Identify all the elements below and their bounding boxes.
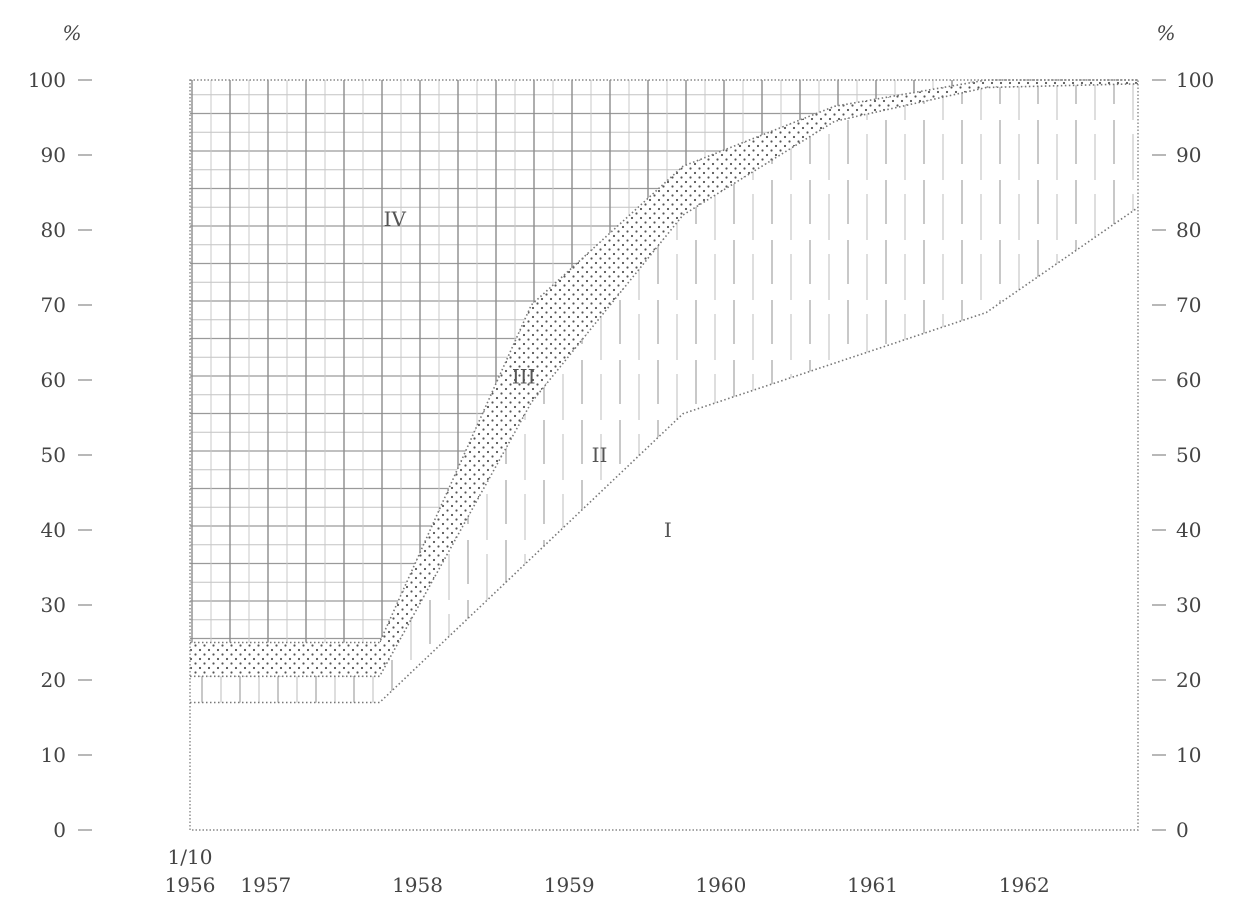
y-tick-label: 100 bbox=[1176, 68, 1214, 92]
left-unit-label: % bbox=[62, 21, 81, 45]
y-tick-label: 0 bbox=[53, 818, 66, 842]
y-tick-label: 70 bbox=[41, 293, 66, 317]
region-label: I bbox=[664, 518, 672, 542]
boundary-line bbox=[190, 79, 1138, 644]
y-tick-label: 80 bbox=[1176, 218, 1201, 242]
y-tick-label: 30 bbox=[41, 593, 66, 617]
x-tick-label-day: 1/10 bbox=[168, 845, 213, 869]
plot-frame bbox=[189, 79, 1139, 831]
y-tick-label: 70 bbox=[1176, 293, 1201, 317]
region-iii-fill bbox=[190, 80, 1138, 677]
x-tick-label-year: 1961 bbox=[847, 873, 898, 897]
y-tick-label: 90 bbox=[41, 143, 66, 167]
region-i-fill bbox=[190, 207, 1138, 830]
y-tick-label: 40 bbox=[41, 518, 66, 542]
right-unit-label: % bbox=[1156, 21, 1175, 45]
region-label: III bbox=[512, 364, 536, 388]
y-tick-label: 100 bbox=[28, 68, 66, 92]
right-y-axis: 0 10 20 30 40 50 60 70 80 90 100 bbox=[1152, 68, 1214, 842]
x-tick-label-year: 1957 bbox=[240, 873, 291, 897]
y-tick-label: 0 bbox=[1176, 818, 1189, 842]
y-tick-label: 10 bbox=[41, 743, 66, 767]
region-iv-fill bbox=[190, 80, 1138, 643]
boundary-line bbox=[190, 83, 1139, 678]
x-tick-label-year: 1960 bbox=[695, 873, 746, 897]
y-tick-label: 80 bbox=[41, 218, 66, 242]
y-tick-label: 40 bbox=[1176, 518, 1201, 542]
y-tick-label: 10 bbox=[1176, 743, 1201, 767]
y-tick-label: 90 bbox=[1176, 143, 1201, 167]
boundary-line bbox=[190, 206, 1139, 704]
region-label: IV bbox=[384, 207, 407, 231]
x-tick-label-year: 1959 bbox=[544, 873, 595, 897]
y-tick-label: 60 bbox=[41, 368, 66, 392]
left-y-axis: 0 10 20 30 40 50 60 70 80 90 100 bbox=[28, 68, 92, 842]
y-tick-label: 50 bbox=[41, 443, 66, 467]
y-tick-label: 60 bbox=[1176, 368, 1201, 392]
x-axis: 1/10 1956 1957 1958 1959 1960 1961 1962 bbox=[165, 845, 1050, 897]
y-tick-label: 50 bbox=[1176, 443, 1201, 467]
region-label: II bbox=[592, 443, 608, 467]
y-tick-label: 20 bbox=[41, 668, 66, 692]
x-tick-label-year: 1956 bbox=[165, 873, 216, 897]
x-tick-label-year: 1958 bbox=[392, 873, 443, 897]
x-tick-label-year: 1962 bbox=[999, 873, 1050, 897]
region-ii-fill bbox=[190, 83, 1138, 703]
y-tick-label: 20 bbox=[1176, 668, 1201, 692]
y-tick-label: 30 bbox=[1176, 593, 1201, 617]
